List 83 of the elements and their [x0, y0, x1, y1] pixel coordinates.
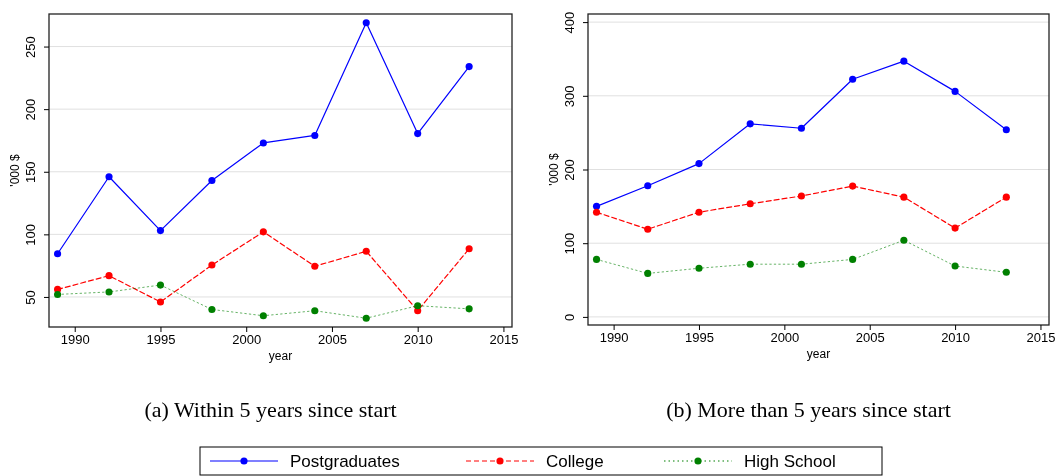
point — [465, 63, 473, 71]
y-axis-title: '000 $ — [8, 154, 22, 187]
x-tick-label: 1990 — [599, 330, 629, 346]
x-tick-label: 2005 — [317, 332, 347, 348]
point — [644, 182, 652, 190]
point — [105, 288, 113, 296]
point — [592, 255, 601, 263]
point — [259, 228, 267, 236]
point — [900, 57, 908, 65]
point — [592, 202, 601, 210]
point — [1002, 193, 1010, 201]
point — [900, 193, 908, 201]
y-tick-label: 400 — [562, 11, 577, 34]
x-tick-label: 1995 — [685, 330, 714, 346]
y-tick-label: 150 — [23, 161, 38, 184]
point — [695, 264, 703, 272]
point — [951, 224, 959, 232]
point — [797, 192, 805, 200]
point — [797, 260, 805, 268]
point — [414, 130, 422, 138]
y-axis-title: '000 $ — [547, 153, 561, 186]
point — [592, 208, 601, 216]
point — [259, 312, 267, 320]
point — [156, 298, 165, 306]
legend-label: High School — [744, 452, 836, 471]
point — [695, 160, 703, 168]
point — [54, 290, 62, 299]
x-tick-label: 2000 — [232, 332, 262, 348]
point — [951, 262, 959, 270]
text: (b) More than 5 years since start — [666, 397, 951, 422]
point — [208, 176, 216, 185]
point — [465, 245, 473, 253]
x-tick-label: 2015 — [489, 332, 519, 348]
point — [465, 305, 473, 313]
point — [105, 272, 113, 280]
text: (a) Within 5 years since start — [144, 397, 397, 422]
x-tick-label: 1995 — [146, 332, 176, 348]
point — [105, 173, 113, 181]
point — [414, 302, 422, 310]
point — [54, 250, 62, 258]
point — [951, 87, 959, 95]
point — [746, 120, 754, 128]
point — [797, 124, 805, 132]
point — [156, 227, 165, 235]
point — [849, 255, 857, 263]
y-tick-label: 50 — [23, 290, 38, 305]
y-tick-label: 250 — [23, 36, 38, 58]
x-tick-label: 2010 — [403, 332, 433, 348]
x-tick-label: 2015 — [1026, 330, 1056, 346]
point — [1002, 126, 1010, 134]
x-tick-label: 2010 — [941, 330, 971, 346]
point — [849, 182, 857, 190]
x-tick-label: 2000 — [770, 330, 800, 346]
point — [208, 305, 216, 314]
point — [362, 19, 370, 27]
y-tick-label: 100 — [23, 224, 38, 246]
y-tick-label: 300 — [562, 85, 577, 108]
point — [362, 314, 370, 322]
point — [311, 307, 319, 315]
y-tick-label: 0 — [562, 313, 577, 322]
point — [156, 281, 165, 289]
x-tick-label: 1990 — [60, 332, 90, 348]
point — [695, 208, 703, 216]
y-tick-label: 200 — [23, 98, 38, 121]
point — [644, 269, 652, 277]
point — [746, 260, 754, 268]
point — [362, 247, 370, 255]
y-tick-label: 200 — [562, 159, 577, 181]
point — [259, 139, 267, 147]
point — [208, 261, 216, 269]
point — [311, 262, 319, 270]
point — [900, 236, 908, 244]
point — [849, 75, 857, 83]
point — [1002, 268, 1010, 276]
x-axis-title: year — [806, 347, 831, 361]
legend-label: College — [546, 452, 604, 471]
x-tick-label: 2005 — [855, 330, 885, 346]
legend-label: Postgraduates — [290, 452, 400, 471]
y-tick-label: 100 — [562, 232, 577, 255]
x-axis-title: year — [268, 349, 293, 363]
point — [311, 131, 319, 139]
point — [746, 200, 754, 208]
point — [644, 225, 652, 233]
